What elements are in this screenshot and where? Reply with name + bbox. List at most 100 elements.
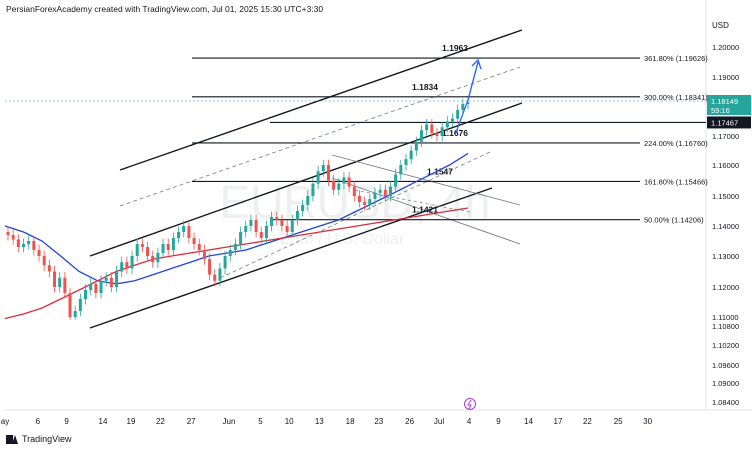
channel-line-2 <box>89 187 493 329</box>
x-tick-label: 17 <box>554 417 563 426</box>
price-badge-countdown: 59:16 <box>711 106 730 115</box>
candle-body <box>109 277 113 287</box>
candle-body <box>197 244 201 250</box>
candle-body <box>404 159 408 165</box>
currency-label: USD <box>712 21 729 30</box>
y-tick-label: 1.15000 <box>712 192 739 201</box>
x-tick-label: 10 <box>285 417 294 426</box>
y-tick-label: 1.10800 <box>712 322 739 331</box>
candle-body <box>270 217 274 226</box>
projection-arrow-line <box>467 61 479 101</box>
y-tick-label: 1.11000 <box>712 313 739 322</box>
fib-label-3: 224.00% (1.16760) <box>644 139 708 148</box>
x-tick-label: 6 <box>36 417 41 426</box>
candle-body <box>177 232 181 238</box>
tradingview-brand: TradingView <box>22 434 72 444</box>
candle-body <box>445 121 449 128</box>
candle-body <box>78 299 82 311</box>
correction-channel-bottom <box>331 177 521 245</box>
tradingview-footer[interactable]: TradingView <box>6 434 72 444</box>
candle-body <box>115 271 119 287</box>
correction-channel-top <box>331 154 521 206</box>
x-tick-label: 4 <box>467 417 472 426</box>
candle-body <box>332 180 336 190</box>
candle-body <box>120 262 124 272</box>
fib-label-4: 161.80% (1.15466) <box>644 177 708 186</box>
candle-body <box>187 226 191 238</box>
candle-body <box>89 283 93 290</box>
candle-body <box>352 186 356 196</box>
x-tick-label: 22 <box>583 417 592 426</box>
x-tick-label: 5 <box>258 417 263 426</box>
candle-body <box>135 244 139 256</box>
candle-body <box>130 256 134 269</box>
candle-body <box>32 241 36 250</box>
fib-label-5: 50.00% (1.14206) <box>644 216 704 225</box>
lightning-icon <box>467 399 472 410</box>
y-tick-label: 1.09600 <box>712 361 739 370</box>
candle-body <box>73 311 77 317</box>
level-label-5: 1.1421 <box>412 205 438 215</box>
chart-attribution: PersianForexAcademy created with Trading… <box>6 4 324 14</box>
candle-body <box>378 189 382 193</box>
candle-body <box>11 235 15 240</box>
x-tick-label: ay <box>1 417 9 426</box>
candle-body <box>326 165 330 181</box>
candle-body <box>171 238 175 250</box>
level-badge-price: 1.17467 <box>711 118 738 127</box>
event-marker-icon <box>464 398 476 410</box>
level-label-4: 1.1547 <box>427 166 453 176</box>
candle-body <box>63 277 67 293</box>
candle-body <box>146 247 150 256</box>
candle-body <box>347 177 351 187</box>
x-tick-label: 27 <box>187 417 196 426</box>
x-tick-label: 26 <box>405 417 414 426</box>
candle-body <box>430 124 434 134</box>
candle-body <box>99 280 103 293</box>
candle-body <box>394 174 398 187</box>
projection-arrow-head <box>471 58 482 70</box>
candle-body <box>239 232 243 244</box>
candle-body <box>316 171 320 184</box>
candle-body <box>68 293 72 317</box>
channel-line-1 <box>89 102 523 257</box>
x-tick-label: 9 <box>496 417 501 426</box>
price-badge-price: 1.18149 <box>711 97 738 106</box>
candle-body <box>6 232 10 235</box>
candle-body <box>414 141 418 151</box>
candle-body <box>285 226 289 232</box>
level-badge-bg <box>707 116 751 129</box>
candle-body <box>440 127 444 136</box>
candle-body <box>166 244 170 250</box>
candle-body <box>383 189 387 196</box>
candle-body <box>295 211 299 220</box>
candle-body <box>182 226 186 232</box>
candle-body <box>466 102 470 104</box>
candle-body <box>249 220 253 226</box>
y-tick-label: 1.09000 <box>712 379 739 388</box>
candle-body <box>42 256 46 266</box>
candle-body <box>337 183 341 190</box>
y-tick-label: 1.12000 <box>712 283 739 292</box>
candle-body <box>223 256 227 269</box>
x-tick-label: 14 <box>99 417 108 426</box>
candle-body <box>419 130 423 142</box>
candle-body <box>280 220 284 226</box>
x-tick-label: 30 <box>643 417 652 426</box>
channel-mid-dashed-lower <box>219 151 491 279</box>
candle-body <box>450 118 454 122</box>
x-tick-label: Jul <box>434 417 444 426</box>
candle-body <box>140 244 144 247</box>
candle-body <box>94 283 98 293</box>
channel-mid-dashed-upper <box>119 66 521 207</box>
y-tick-label: 1.10200 <box>712 341 739 350</box>
candle-body <box>425 124 429 131</box>
y-tick-label: 1.16000 <box>712 161 739 170</box>
candle-body <box>192 238 196 244</box>
candle-body <box>151 256 155 263</box>
candle-body <box>27 241 31 244</box>
y-tick-label: 1.20000 <box>712 43 739 52</box>
y-tick-label: 1.19000 <box>712 73 739 82</box>
